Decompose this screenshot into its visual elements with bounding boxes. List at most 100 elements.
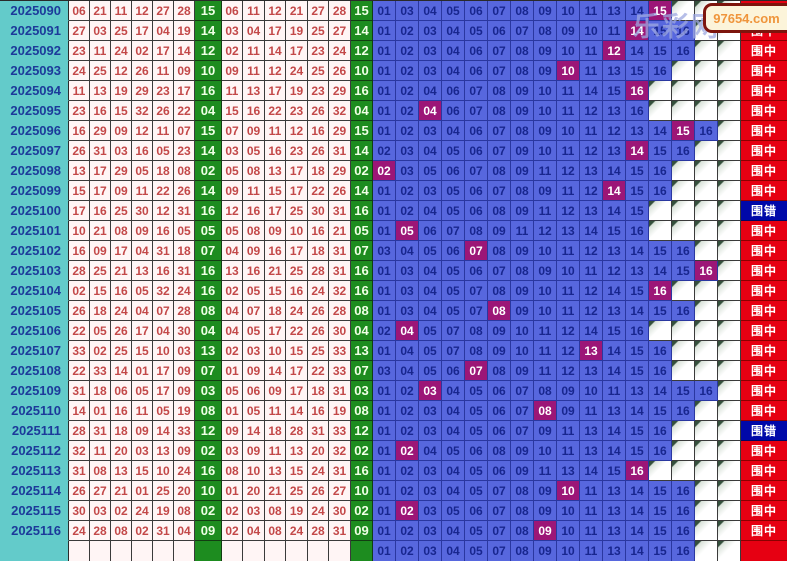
- sorted-number-cell: 08: [265, 501, 286, 521]
- candidate-cell: 04: [419, 441, 442, 461]
- candidate-cell: 11: [580, 1, 603, 21]
- empty-cell: [672, 441, 695, 461]
- candidate-cell: 01: [373, 461, 396, 481]
- candidate-cell: 14: [626, 41, 649, 61]
- draw-number-cell: 15: [69, 181, 90, 201]
- draw-number-cell: 16: [90, 201, 111, 221]
- candidate-cell: 02: [373, 321, 396, 341]
- draw-number-cell: 30: [174, 321, 195, 341]
- candidate-cell: 05: [465, 461, 488, 481]
- empty-cell: [695, 181, 718, 201]
- draw-number-cell: 28: [69, 261, 90, 281]
- period-cell: 2025097: [0, 141, 69, 161]
- blue-ball-cell: 16: [195, 201, 222, 221]
- draw-number-cell: 24: [174, 461, 195, 481]
- candidate-cell: 09: [534, 501, 557, 521]
- candidate-cell: 07: [511, 421, 534, 441]
- draw-number-cell: 17: [90, 161, 111, 181]
- candidate-cell: 01: [373, 121, 396, 141]
- period-cell: 2025106: [0, 321, 69, 341]
- sorted-number-cell: 25: [308, 21, 329, 41]
- candidate-cell: 10: [557, 541, 580, 561]
- draw-number-cell: 25: [111, 201, 132, 221]
- blue-ball-cell: 14: [195, 141, 222, 161]
- blue-ball-cell: 16: [195, 461, 222, 481]
- draw-number-cell: 18: [90, 301, 111, 321]
- candidate-cell: 01: [373, 261, 396, 281]
- sorted-number-cell: 11: [243, 41, 265, 61]
- candidate-cell: 02: [396, 381, 419, 401]
- candidate-hit-cell: 02: [373, 161, 396, 181]
- candidate-cell: 07: [488, 261, 511, 281]
- result-cell: 围中: [741, 461, 787, 481]
- candidate-hit-cell: 10: [557, 481, 580, 501]
- candidate-cell: 15: [626, 181, 649, 201]
- table-row: 2025106 22 05 26 17 04 30 04 04 05 17 22 26 30 04 02 04 0…: [0, 321, 787, 341]
- empty-cell: [649, 101, 672, 121]
- candidate-cell: 09: [534, 1, 557, 21]
- candidate-cell: 07: [511, 401, 534, 421]
- sorted-number-cell: 32: [329, 101, 351, 121]
- candidate-cell: 06: [465, 201, 488, 221]
- candidate-cell: 07: [488, 521, 511, 541]
- draw-number-cell: 08: [111, 521, 132, 541]
- draw-number-cell: [90, 541, 111, 561]
- candidate-cell: 14: [626, 1, 649, 21]
- empty-cell: [649, 461, 672, 481]
- candidate-cell: 03: [373, 361, 396, 381]
- candidate-cell: 05: [442, 201, 465, 221]
- empty-cell: [718, 441, 741, 461]
- draw-number-cell: 31: [69, 381, 90, 401]
- candidate-cell: 05: [419, 361, 442, 381]
- draw-number-cell: 11: [153, 121, 174, 141]
- sorted-number-cell: 11: [222, 81, 243, 101]
- sorted-number-cell: 14: [265, 41, 286, 61]
- candidate-cell: 10: [557, 121, 580, 141]
- candidate-cell: 14: [603, 421, 626, 441]
- result-cell: 围中: [741, 181, 787, 201]
- candidate-cell: 02: [396, 181, 419, 201]
- candidate-cell: 16: [672, 521, 695, 541]
- candidate-cell: 09: [488, 321, 511, 341]
- table-row: 2025098 13 17 29 05 18 08 02 05 08 13 17 18 29 02 02 03 0…: [0, 161, 787, 181]
- sorted-number-cell: 17: [286, 41, 308, 61]
- draw-number-cell: 21: [90, 1, 111, 21]
- blue-ball-cell: 15: [195, 121, 222, 141]
- blue-ball-cell: 15: [195, 1, 222, 21]
- sorted-number-cell: [222, 541, 243, 561]
- sorted-number-cell: 05: [222, 381, 243, 401]
- blue-ball-repeat-cell: 02: [351, 161, 373, 181]
- empty-cell: [718, 121, 741, 141]
- sorted-number-cell: 31: [329, 261, 351, 281]
- empty-cell: [718, 501, 741, 521]
- draw-number-cell: 17: [132, 21, 153, 41]
- candidate-cell: 13: [603, 61, 626, 81]
- table-row: 2025105 26 18 24 04 07 28 08 04 07 18 24 26 28 08 01 03 0…: [0, 301, 787, 321]
- candidate-cell: 08: [511, 1, 534, 21]
- draw-number-cell: 04: [132, 241, 153, 261]
- site-banner-link[interactable]: 97654.com: [703, 3, 787, 33]
- sorted-number-cell: 07: [243, 301, 265, 321]
- candidate-cell: 09: [511, 361, 534, 381]
- sorted-number-cell: 12: [286, 121, 308, 141]
- candidate-cell: 07: [488, 121, 511, 141]
- draw-number-cell: 19: [153, 501, 174, 521]
- candidate-cell: 03: [396, 141, 419, 161]
- sorted-number-cell: 24: [308, 501, 329, 521]
- sorted-number-cell: 10: [286, 221, 308, 241]
- candidate-cell: 07: [488, 481, 511, 501]
- candidate-cell: 05: [442, 141, 465, 161]
- candidate-cell: 13: [580, 361, 603, 381]
- blue-ball-repeat-cell: 16: [351, 461, 373, 481]
- draw-number-cell: 01: [90, 401, 111, 421]
- sorted-number-cell: 27: [308, 1, 329, 21]
- candidate-cell: 09: [534, 181, 557, 201]
- sorted-number-cell: 02: [222, 41, 243, 61]
- candidate-cell: 14: [603, 161, 626, 181]
- sorted-number-cell: 16: [265, 241, 286, 261]
- draw-number-cell: 24: [69, 61, 90, 81]
- period-cell: 2025110: [0, 401, 69, 421]
- candidate-cell: 02: [396, 201, 419, 221]
- result-cell: 围中: [741, 521, 787, 541]
- draw-number-cell: 29: [111, 161, 132, 181]
